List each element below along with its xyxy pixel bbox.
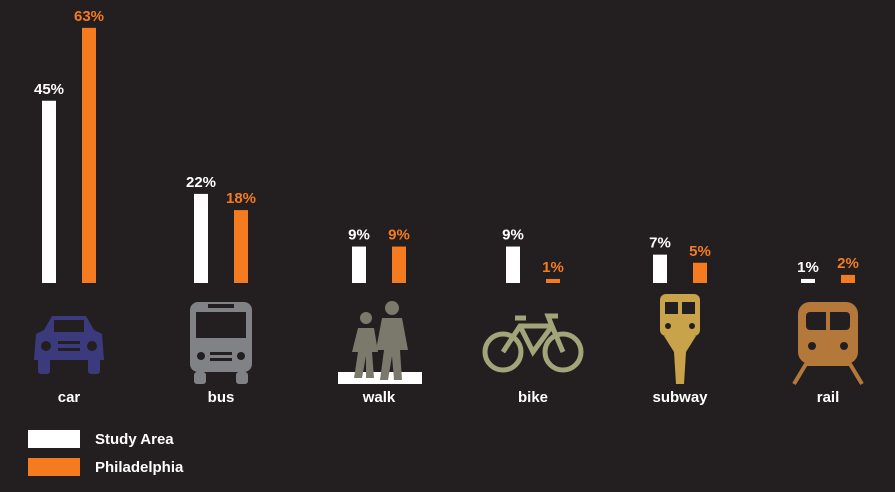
category-label: bike xyxy=(518,389,548,406)
bar xyxy=(82,27,96,283)
value-label: 2% xyxy=(837,255,859,272)
legend-swatch xyxy=(28,430,80,448)
legend-swatch xyxy=(28,458,80,476)
legend-label: Philadelphia xyxy=(95,459,184,476)
category-label: car xyxy=(58,389,81,406)
bar xyxy=(653,254,667,283)
subway-icon xyxy=(660,294,700,384)
value-label: 9% xyxy=(348,227,370,244)
category-label: bus xyxy=(208,389,235,406)
bar xyxy=(234,210,248,283)
walk-icon xyxy=(338,301,422,384)
value-label: 9% xyxy=(388,227,410,244)
bus-icon xyxy=(190,302,252,384)
value-label: 1% xyxy=(797,259,819,276)
category-label: rail xyxy=(817,389,840,406)
bar xyxy=(352,246,366,283)
value-label: 45% xyxy=(34,81,64,98)
value-label: 22% xyxy=(186,174,216,191)
bar xyxy=(693,262,707,283)
value-label: 7% xyxy=(649,235,671,252)
bar xyxy=(801,278,815,283)
bar xyxy=(546,278,560,283)
bar xyxy=(841,274,855,283)
category-label: walk xyxy=(362,389,396,406)
bar xyxy=(392,246,406,283)
value-label: 9% xyxy=(502,227,524,244)
bar xyxy=(194,193,208,283)
bike-icon xyxy=(482,313,584,373)
category-label: subway xyxy=(652,389,708,406)
value-label: 1% xyxy=(542,259,564,276)
value-label: 18% xyxy=(226,190,256,207)
value-label: 5% xyxy=(689,243,711,260)
legend-label: Study Area xyxy=(95,431,174,448)
rail-icon xyxy=(792,302,864,386)
bar xyxy=(42,100,56,283)
icons xyxy=(34,294,864,386)
value-label: 63% xyxy=(74,8,104,25)
car-icon xyxy=(34,316,104,374)
bar xyxy=(506,246,520,283)
